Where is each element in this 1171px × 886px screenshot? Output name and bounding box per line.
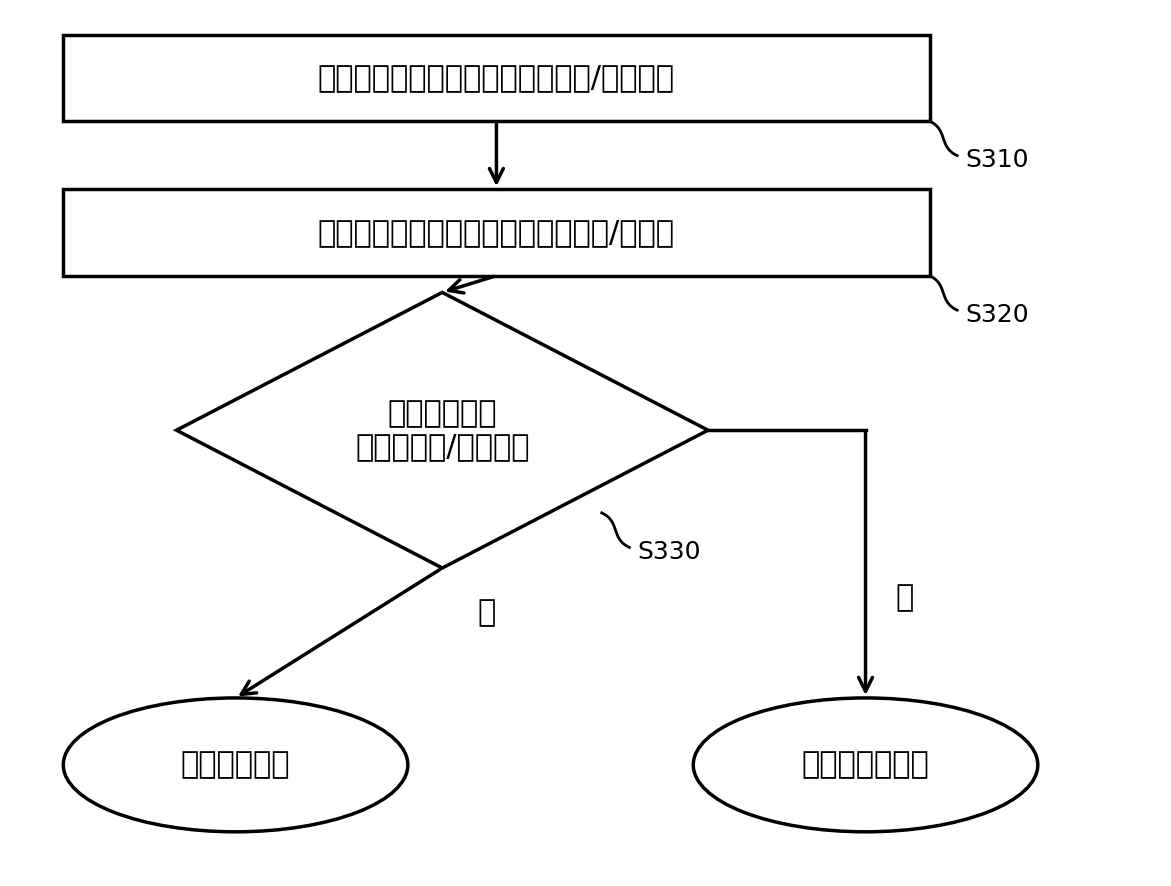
- Text: 可以并行输出: 可以并行输出: [180, 750, 290, 780]
- Text: 确定输出新多模态数据的执行过程/执行效果: 确定输出新多模态数据的执行过程/执行效果: [317, 63, 674, 92]
- Bar: [63, 35, 930, 121]
- Polygon shape: [177, 292, 708, 568]
- Text: S320: S320: [965, 303, 1028, 327]
- Text: 不可以并行输出: 不可以并行输出: [802, 750, 930, 780]
- Ellipse shape: [693, 698, 1038, 832]
- Text: 判断是否存在
单方面干扰/相互干扰: 判断是否存在 单方面干扰/相互干扰: [355, 399, 529, 462]
- Ellipse shape: [63, 698, 408, 832]
- Text: 是: 是: [896, 583, 915, 612]
- Text: 否: 否: [478, 598, 495, 626]
- Bar: [63, 189, 930, 276]
- Text: 确定输出当前多模态数据的执行过程/执行效: 确定输出当前多模态数据的执行过程/执行效: [317, 218, 674, 247]
- Text: S330: S330: [637, 540, 700, 564]
- Text: S310: S310: [965, 149, 1028, 173]
